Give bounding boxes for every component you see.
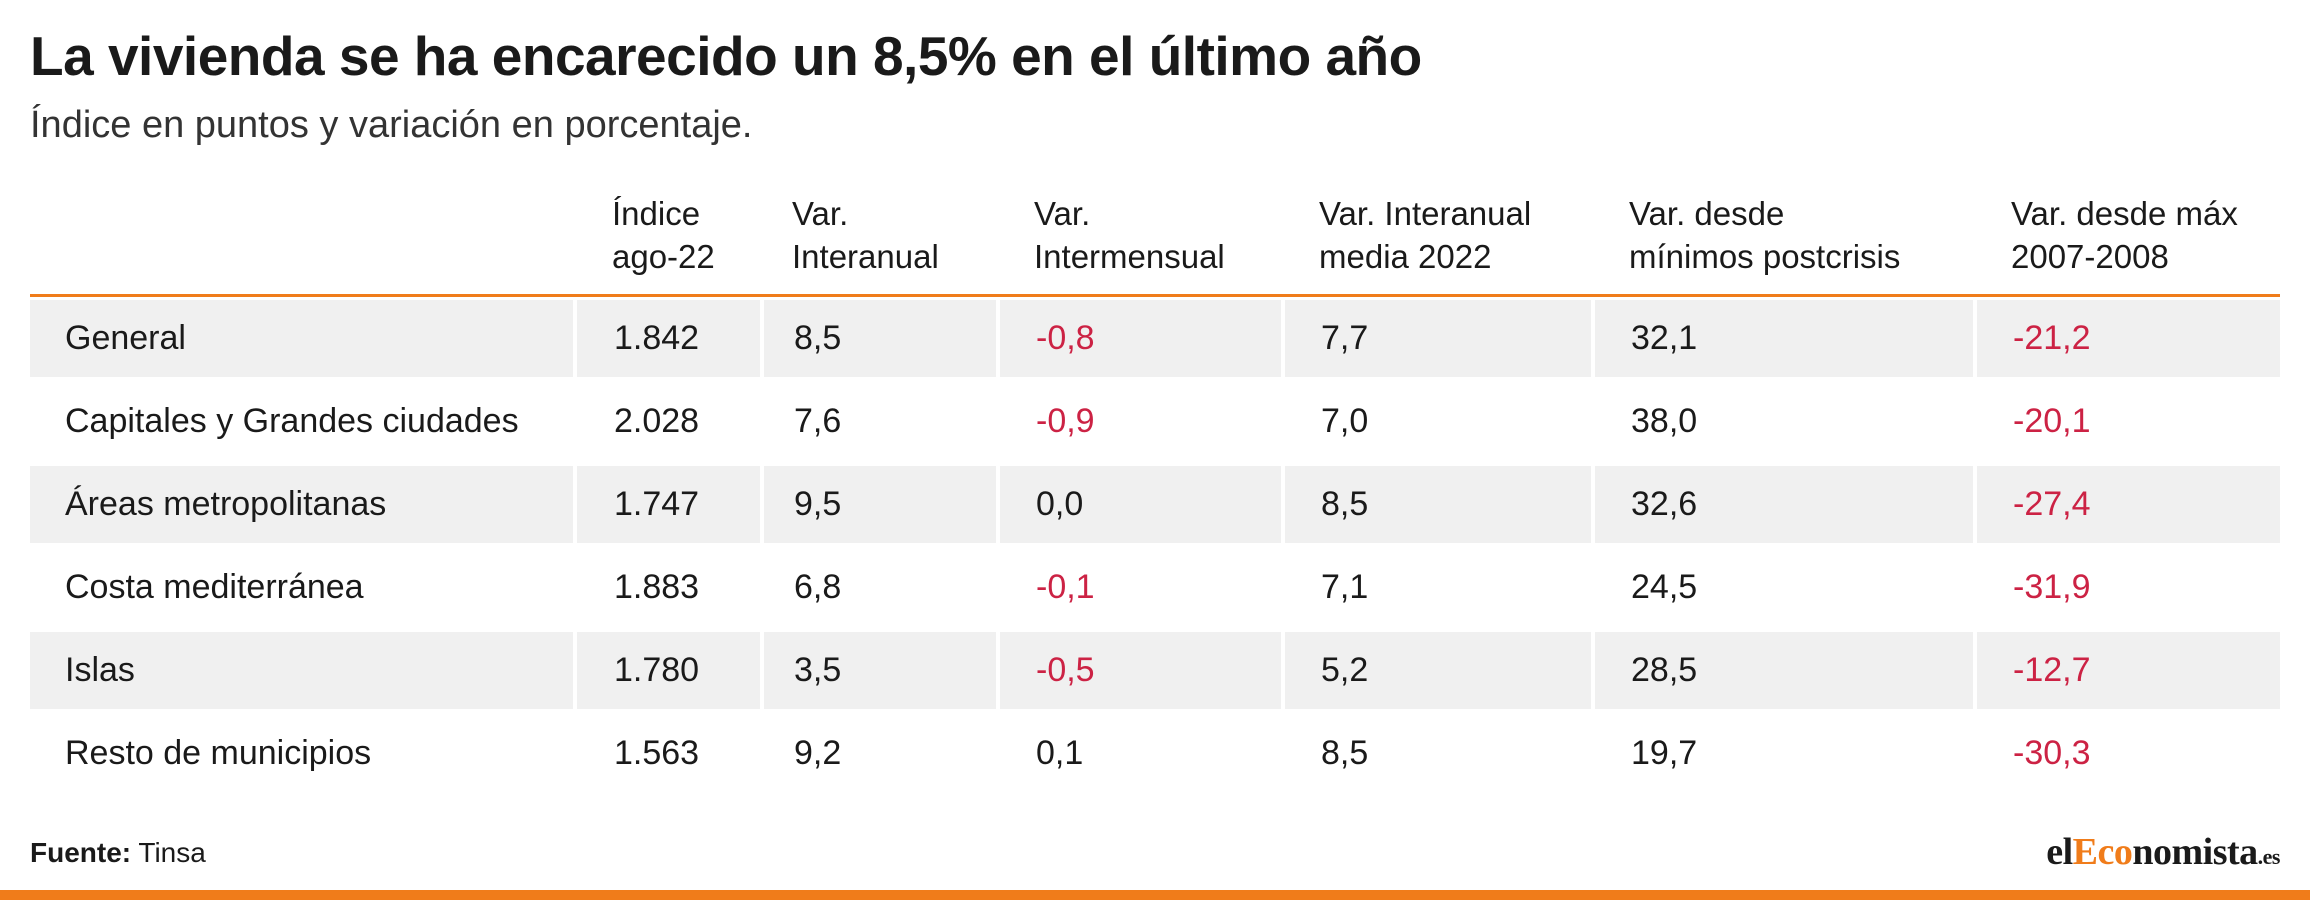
row-label: Capitales y Grandes ciudades — [65, 402, 519, 440]
source-note: Fuente: Tinsa — [30, 837, 206, 869]
column-header-line2: ago-22 — [612, 238, 715, 275]
table-cell: 24,5 — [1631, 568, 1698, 606]
table-cell: 7,0 — [1321, 402, 1369, 440]
table-cell: -0,5 — [1000, 632, 1281, 709]
chart-subtitle: Índice en puntos y variación en porcenta… — [30, 104, 753, 146]
chart-title: La vivienda se ha encarecido un 8,5% en … — [30, 25, 1422, 87]
table-cell: 8,5 — [1321, 734, 1369, 772]
table-cell: 32,6 — [1595, 466, 1973, 543]
table-row: Resto de municipios 1.563 9,2 0,1 8,5 19,7 -30… — [30, 712, 2280, 795]
logo-part1: el — [2046, 831, 2073, 873]
table-cell: -0,1 — [1036, 568, 1095, 606]
table-cell: 2.028 — [614, 402, 700, 440]
row-label: Áreas metropolitanas — [30, 466, 573, 543]
column-header-line1: Var. — [1034, 195, 1091, 232]
logo-part2: Eco — [2072, 831, 2133, 873]
bottom-accent-bar — [0, 890, 2310, 900]
logo-part3: nomista — [2132, 831, 2258, 873]
column-header: Índice ago-22 — [612, 192, 715, 278]
table-cell: -27,4 — [1977, 466, 2280, 543]
column-header: Var. Intermensual — [1034, 192, 1225, 278]
table-cell: 8,5 — [764, 300, 996, 377]
source-label: Fuente: — [30, 837, 132, 868]
column-header-line1: Var. — [792, 195, 849, 232]
table-cell: 9,5 — [764, 466, 996, 543]
table-cell: -31,9 — [2013, 568, 2091, 606]
table-header: Índice ago-22 Var. Interanual Var. Intermensu… — [30, 180, 2280, 297]
column-header-line2: Intermensual — [1034, 238, 1225, 275]
table-cell: 9,2 — [794, 734, 842, 772]
column-header-line1: Índice — [612, 195, 701, 232]
logo-tld: .es — [2257, 844, 2281, 869]
table-cell: 28,5 — [1595, 632, 1973, 709]
table-body: General 1.842 8,5 -0,8 7,7 32,1 -21,2 Capitales… — [30, 297, 2280, 795]
table-row: General 1.842 8,5 -0,8 7,7 32,1 -21,2 — [30, 297, 2280, 380]
column-header: Var. desde mínimos postcrisis — [1629, 192, 1900, 278]
column-header: Var. Interanual — [792, 192, 939, 278]
table-cell: 7,7 — [1285, 300, 1591, 377]
column-header-line1: Var. Interanual — [1319, 195, 1532, 232]
column-header-line2: media 2022 — [1319, 238, 1492, 275]
table-cell: -0,8 — [1000, 300, 1281, 377]
table-cell: 1.780 — [577, 632, 760, 709]
table-cell: 1.747 — [577, 466, 760, 543]
table-cell: 19,7 — [1631, 734, 1698, 772]
table-cell: 1.842 — [577, 300, 760, 377]
table-cell: 38,0 — [1631, 402, 1698, 440]
table-cell: -0,9 — [1036, 402, 1095, 440]
table-cell: 0,1 — [1036, 734, 1084, 772]
table-cell: 5,2 — [1285, 632, 1591, 709]
column-header-line1: Var. desde máx — [2011, 195, 2238, 232]
source-value: Tinsa — [138, 837, 206, 868]
table-row: Costa mediterránea 1.883 6,8 -0,1 7,1 24,5 -31… — [30, 546, 2280, 629]
table-cell: 32,1 — [1595, 300, 1973, 377]
table-cell: 7,1 — [1321, 568, 1369, 606]
table-cell: -30,3 — [2013, 734, 2091, 772]
table-cell: 1.883 — [614, 568, 700, 606]
table-cell: -21,2 — [1977, 300, 2280, 377]
table-cell: 1.563 — [614, 734, 700, 772]
row-label: Resto de municipios — [65, 734, 372, 772]
column-header-line2: 2007-2008 — [2011, 238, 2169, 275]
table-cell: -12,7 — [1977, 632, 2280, 709]
table-row: Áreas metropolitanas 1.747 9,5 0,0 8,5 32,6 -2… — [30, 463, 2280, 546]
table-row: Capitales y Grandes ciudades 2.028 7,6 -0,9… — [30, 380, 2280, 463]
table-row: Islas 1.780 3,5 -0,5 5,2 28,5 -12,7 — [30, 629, 2280, 712]
table-cell: 0,0 — [1000, 466, 1281, 543]
brand-logo: elEconomista.es — [2046, 830, 2280, 874]
column-header: Var. desde máx 2007-2008 — [2011, 192, 2238, 278]
data-table: Índice ago-22 Var. Interanual Var. Intermensu… — [30, 180, 2280, 795]
column-header: Var. Interanual media 2022 — [1319, 192, 1531, 278]
row-label: General — [30, 300, 573, 377]
row-label: Islas — [30, 632, 573, 709]
row-label: Costa mediterránea — [65, 568, 364, 606]
table-cell: 6,8 — [794, 568, 842, 606]
table-cell: -20,1 — [2013, 402, 2091, 440]
table-cell: 8,5 — [1285, 466, 1591, 543]
column-header-line1: Var. desde — [1629, 195, 1785, 232]
column-header-line2: Interanual — [792, 238, 939, 275]
table-cell: 3,5 — [764, 632, 996, 709]
column-header-line2: mínimos postcrisis — [1629, 238, 1901, 275]
table-cell: 7,6 — [794, 402, 842, 440]
